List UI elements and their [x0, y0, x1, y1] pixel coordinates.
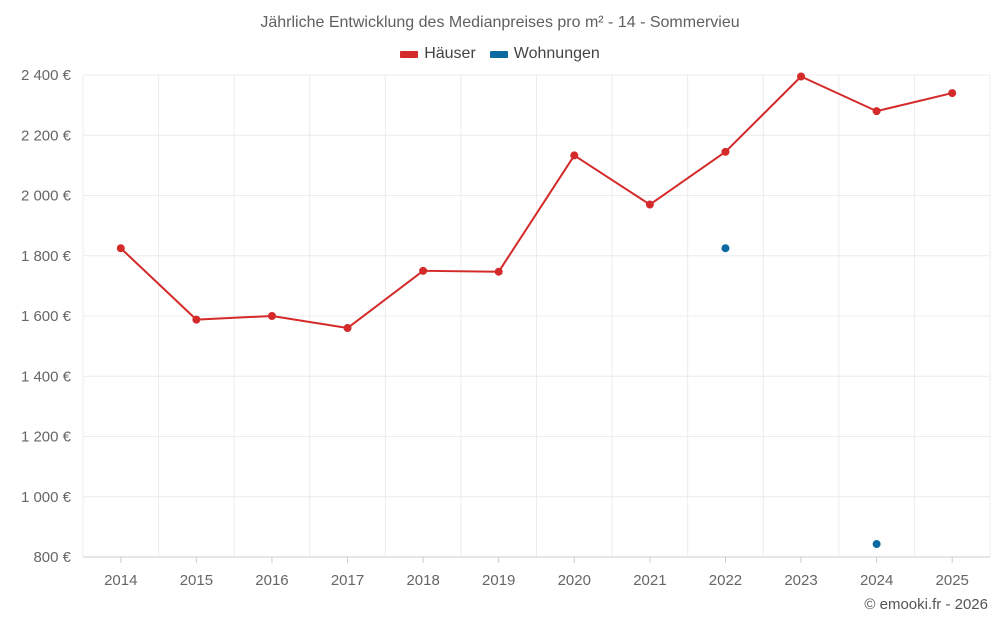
data-point-haeuser-2015[interactable]	[192, 315, 201, 324]
x-tick-label: 2023	[784, 572, 817, 589]
series-line-haeuser	[120, 75, 953, 330]
data-point-haeuser-2020[interactable]	[570, 151, 579, 160]
y-tick-label: 1 800 €	[21, 248, 72, 265]
x-tick-label: 2014	[104, 572, 137, 589]
y-tick-label: 2 000 €	[21, 188, 72, 205]
x-tick-label: 2019	[482, 572, 515, 589]
legend: Häuser Wohnungen	[0, 45, 1000, 63]
data-point-haeuser-2014[interactable]	[116, 244, 125, 253]
data-point-wohnungen-2024[interactable]	[872, 540, 881, 549]
data-point-haeuser-2018[interactable]	[419, 266, 428, 275]
data-point-haeuser-2022[interactable]	[721, 147, 730, 156]
x-tick-label: 2020	[558, 572, 591, 589]
y-tick-label: 1 000 €	[21, 489, 72, 506]
x-tick-label: 2025	[936, 572, 969, 589]
data-point-haeuser-2024[interactable]	[872, 107, 881, 116]
data-point-haeuser-2023[interactable]	[797, 72, 806, 81]
x-tick-label: 2017	[331, 572, 364, 589]
x-tick-label: 2024	[860, 572, 893, 589]
x-tick-label: 2015	[180, 572, 213, 589]
y-tick-label: 2 400 €	[21, 67, 72, 84]
legend-label-haeuser: Häuser	[424, 45, 476, 62]
chart-title: Jährliche Entwicklung des Medianpreises …	[260, 14, 740, 31]
x-tick-label: 2016	[255, 572, 288, 589]
legend-swatch-haeuser	[400, 50, 419, 58]
y-tick-label: 2 200 €	[21, 127, 72, 144]
y-tick-label: 1 200 €	[21, 429, 72, 446]
x-tick-label: 2018	[406, 572, 439, 589]
legend-item-wohnungen[interactable]: Wohnungen	[489, 45, 600, 63]
legend-label-wohnungen: Wohnungen	[513, 45, 600, 62]
legend-swatch-wohnungen	[489, 50, 508, 58]
data-point-haeuser-2016[interactable]	[267, 312, 276, 320]
data-point-haeuser-2025[interactable]	[948, 89, 957, 98]
data-point-haeuser-2017[interactable]	[343, 324, 352, 333]
y-tick-label: 1 400 €	[21, 368, 72, 385]
copyright-credit: © emooki.fr - 2026	[864, 596, 988, 613]
y-tick-label: 1 600 €	[21, 308, 72, 325]
data-point-haeuser-2019[interactable]	[494, 267, 503, 276]
legend-item-haeuser[interactable]: Häuser	[400, 45, 476, 63]
y-tick-label: 800 €	[33, 549, 71, 566]
data-point-wohnungen-2022[interactable]	[721, 244, 730, 253]
x-tick-label: 2022	[709, 572, 742, 589]
x-tick-label: 2021	[633, 572, 666, 589]
data-point-haeuser-2021[interactable]	[645, 200, 654, 209]
